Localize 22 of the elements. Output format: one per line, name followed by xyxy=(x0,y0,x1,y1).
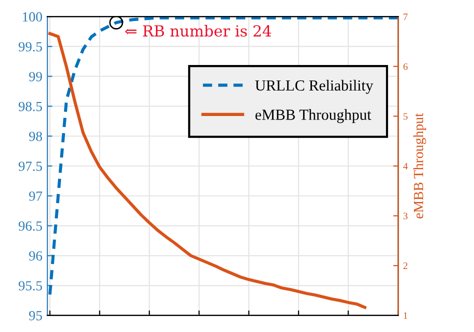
annotation: ⇐ RB number is 24 xyxy=(125,24,272,37)
y-tick-label: 95 xyxy=(29,311,42,320)
y-tick-label: 96.5 xyxy=(18,221,42,231)
y-tick-label: 96 xyxy=(29,251,42,261)
y-tick-label: 98 xyxy=(29,132,42,142)
y-tick-label: 95.5 xyxy=(18,281,42,291)
y2-tick-label: 7 xyxy=(404,14,408,20)
y2-axis-title: eMBB Throughput xyxy=(413,113,426,218)
y2-tick-label: 6 xyxy=(403,63,408,70)
y-tick-label: 97.5 xyxy=(18,162,42,172)
y2-tick-label: 1 xyxy=(404,312,408,319)
y-tick-label: 100 xyxy=(22,12,42,22)
y2-tick-label: 2 xyxy=(403,262,408,269)
y2-tick-label: 3 xyxy=(403,212,408,220)
y-tick-label: 97 xyxy=(29,192,42,201)
y2-tick-label: 4 xyxy=(403,162,408,170)
y2-tick-label: 5 xyxy=(404,113,408,120)
y-tick-label: 98.5 xyxy=(18,102,42,112)
legend-label: eMBB Throughput xyxy=(255,109,372,124)
y-tick-label: 99.5 xyxy=(18,42,42,52)
legend-label: URLLC Reliability xyxy=(255,80,374,94)
y-tick-label: 99 xyxy=(29,72,42,82)
